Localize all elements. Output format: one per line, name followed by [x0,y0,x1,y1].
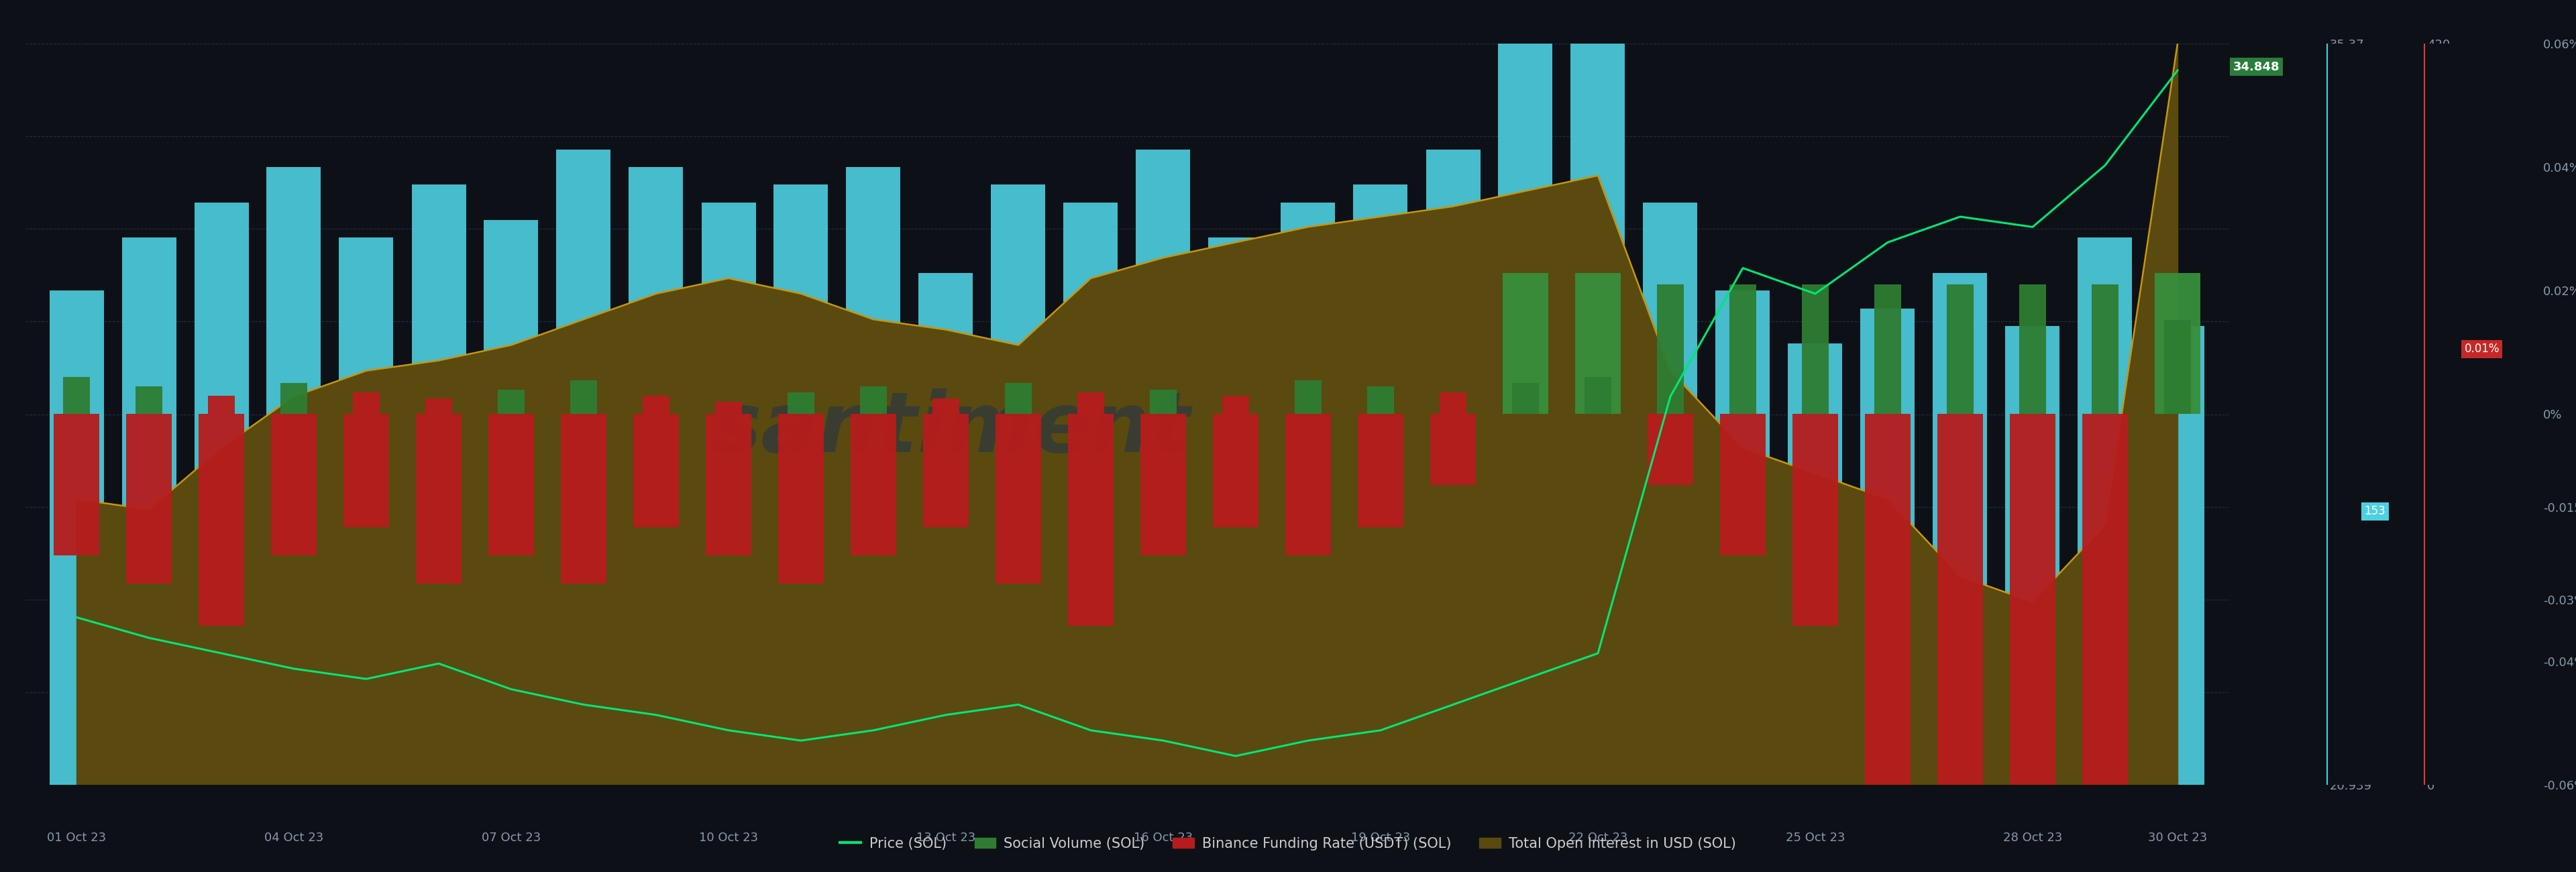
Bar [1584,377,1613,414]
Bar [569,380,598,414]
Bar [1066,414,1113,626]
Bar [1208,238,1262,785]
Bar [629,167,683,785]
Bar [848,167,902,785]
Bar [1512,384,1538,414]
Bar [2007,326,2061,785]
Bar [1285,414,1332,555]
Bar [1502,273,1548,414]
Bar [412,185,466,785]
Bar [2081,414,2128,872]
Bar [137,386,162,414]
Bar [1136,149,1190,785]
Bar [1875,284,1901,414]
Bar [773,185,827,785]
Bar [1280,202,1334,785]
Bar [1368,386,1394,414]
Bar [1947,284,1973,414]
Bar [556,149,611,785]
Bar [209,396,234,414]
Bar [1937,414,1984,872]
Bar [1656,284,1685,414]
Bar [1646,414,1692,485]
Bar [425,399,453,414]
Bar [497,390,526,414]
Bar [1865,414,1911,838]
Bar [281,384,307,414]
Bar [121,238,175,785]
Bar [1221,396,1249,414]
Bar [484,220,538,785]
Bar [1728,284,1757,414]
Bar [1064,202,1118,785]
Bar [2020,284,2045,414]
Bar [62,377,90,414]
Bar [415,414,461,583]
Bar [198,414,245,626]
Bar [1801,284,1829,414]
Bar [343,414,389,528]
Bar [1149,390,1177,414]
Bar [1574,273,1620,414]
Bar [1932,273,1986,785]
Bar [641,396,670,414]
Text: 0.01%: 0.01% [2465,343,2499,355]
Bar [2009,414,2056,872]
Bar [933,399,958,414]
Bar [1793,414,1839,626]
Bar [1571,44,1625,785]
Bar [788,392,814,414]
Bar [1860,309,1914,785]
Text: santiment: santiment [711,388,1190,470]
Bar [1643,202,1698,785]
Bar [2092,284,2117,414]
Bar [716,402,742,414]
Bar [54,414,100,555]
Bar [487,414,533,555]
Bar [49,290,103,785]
Bar [2164,320,2192,414]
Bar [634,414,680,528]
Text: 153: 153 [2365,506,2385,517]
Bar [353,392,379,414]
Bar [922,414,969,528]
Bar [562,414,608,583]
Bar [994,414,1041,583]
Bar [1005,384,1033,414]
Bar [268,167,322,785]
Bar [1141,414,1188,555]
Bar [1499,44,1553,785]
Bar [340,238,394,785]
Text: 34.848: 34.848 [2233,61,2280,73]
Bar [1440,392,1466,414]
Bar [1427,149,1481,785]
Bar [270,414,317,555]
Bar [1077,392,1105,414]
Bar [850,414,896,555]
Bar [701,202,755,785]
Bar [1213,414,1260,528]
Bar [126,414,173,583]
Bar [1358,414,1404,528]
Bar [1716,290,1770,785]
Bar [992,185,1046,785]
Bar [1430,414,1476,485]
Bar [1352,185,1406,785]
Legend: Price (SOL), Social Volume (SOL), Binance Funding Rate (USDT) (SOL), Total Open : Price (SOL), Social Volume (SOL), Binanc… [835,831,1741,856]
Bar [2151,326,2205,785]
Bar [2079,238,2133,785]
Bar [1721,414,1767,555]
Bar [778,414,824,583]
Bar [1788,344,1842,785]
Bar [2154,273,2200,414]
Bar [920,273,974,785]
Bar [706,414,752,555]
Bar [860,386,886,414]
Bar [193,202,247,785]
Bar [1296,380,1321,414]
